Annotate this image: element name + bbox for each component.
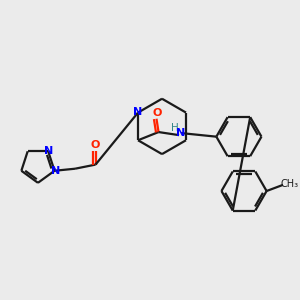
Text: N: N [51,166,60,176]
Text: O: O [91,140,100,150]
Text: N: N [44,146,53,156]
Text: N: N [176,128,186,138]
Text: N: N [134,106,143,116]
Text: O: O [153,108,162,118]
Text: CH₃: CH₃ [280,179,298,189]
Text: H: H [171,123,179,133]
